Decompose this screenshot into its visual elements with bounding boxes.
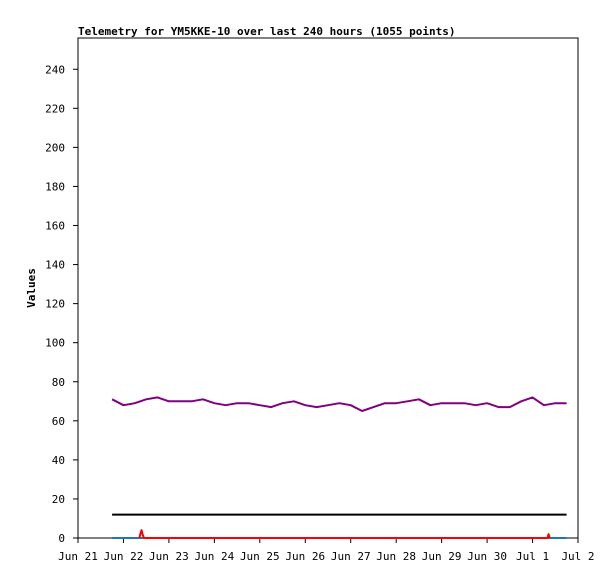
x-tick-label: Jun 24 (194, 550, 234, 563)
y-tick-label: 180 (45, 180, 65, 193)
y-tick-label: 40 (52, 454, 65, 467)
y-tick-label: 140 (45, 259, 65, 272)
x-tick-label: Jul 2 (561, 550, 594, 563)
y-axis-label: Values (25, 268, 38, 308)
series-line-0 (111, 396, 567, 412)
y-tick-label: 20 (52, 493, 65, 506)
series-line-3 (138, 529, 551, 539)
chart-title: Telemetry for YM5KKE-10 over last 240 ho… (78, 25, 456, 38)
y-tick-label: 80 (52, 376, 65, 389)
x-tick-label: Jul 1 (516, 550, 549, 563)
x-tick-label: Jun 27 (331, 550, 371, 563)
y-tick-label: 240 (45, 63, 65, 76)
y-tick-label: 160 (45, 220, 65, 233)
x-tick-label: Jun 25 (240, 550, 280, 563)
y-tick-label: 120 (45, 298, 65, 311)
x-tick-label: Jun 30 (467, 550, 507, 563)
y-tick-label: 220 (45, 102, 65, 115)
x-tick-label: Jun 29 (422, 550, 462, 563)
x-tick-label: Jun 28 (376, 550, 416, 563)
y-tick-label: 0 (58, 532, 65, 545)
x-tick-label: Jun 22 (104, 550, 144, 563)
y-tick-label: 100 (45, 337, 65, 350)
x-tick-label: Jun 21 (58, 550, 98, 563)
series-layer (111, 396, 567, 539)
x-tick-label: Jun 26 (285, 550, 325, 563)
y-tick-label: 60 (52, 415, 65, 428)
y-tick-label: 200 (45, 141, 65, 154)
x-axis: Jun 21 Jun 22 Jun 23 Jun 24 Jun 25 Jun 26 Jun … (58, 538, 595, 563)
y-axis: 0 20 40 60 80 100 120 140 160 180 200 220 240 (45, 63, 78, 545)
x-tick-label: Jun 23 (149, 550, 189, 563)
